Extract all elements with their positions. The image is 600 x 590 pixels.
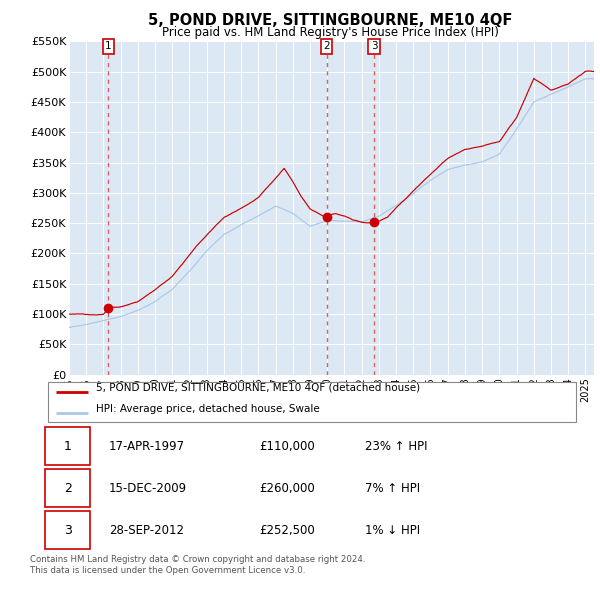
Text: 17-APR-1997: 17-APR-1997 [109, 440, 185, 453]
Text: £110,000: £110,000 [259, 440, 315, 453]
Text: £260,000: £260,000 [259, 481, 315, 495]
Text: 23% ↑ HPI: 23% ↑ HPI [365, 440, 427, 453]
Text: 28-SEP-2012: 28-SEP-2012 [109, 523, 184, 536]
Text: 2: 2 [323, 41, 330, 51]
Text: 5, POND DRIVE, SITTINGBOURNE, ME10 4QF (detached house): 5, POND DRIVE, SITTINGBOURNE, ME10 4QF (… [95, 382, 419, 392]
Text: 2: 2 [64, 481, 72, 495]
Text: 3: 3 [371, 41, 377, 51]
Text: 1% ↓ HPI: 1% ↓ HPI [365, 523, 420, 536]
Text: 3: 3 [64, 523, 72, 536]
Text: Contains HM Land Registry data © Crown copyright and database right 2024.: Contains HM Land Registry data © Crown c… [30, 555, 365, 563]
FancyBboxPatch shape [46, 469, 90, 507]
Text: This data is licensed under the Open Government Licence v3.0.: This data is licensed under the Open Gov… [30, 566, 305, 575]
FancyBboxPatch shape [46, 511, 90, 549]
Text: 5, POND DRIVE, SITTINGBOURNE, ME10 4QF: 5, POND DRIVE, SITTINGBOURNE, ME10 4QF [148, 13, 512, 28]
FancyBboxPatch shape [46, 427, 90, 466]
Text: £252,500: £252,500 [259, 523, 315, 536]
Text: HPI: Average price, detached house, Swale: HPI: Average price, detached house, Swal… [95, 404, 319, 414]
Text: 7% ↑ HPI: 7% ↑ HPI [365, 481, 420, 495]
FancyBboxPatch shape [48, 382, 576, 422]
Text: 15-DEC-2009: 15-DEC-2009 [109, 481, 187, 495]
Text: Price paid vs. HM Land Registry's House Price Index (HPI): Price paid vs. HM Land Registry's House … [161, 26, 499, 39]
Text: 1: 1 [64, 440, 72, 453]
Text: 1: 1 [105, 41, 112, 51]
